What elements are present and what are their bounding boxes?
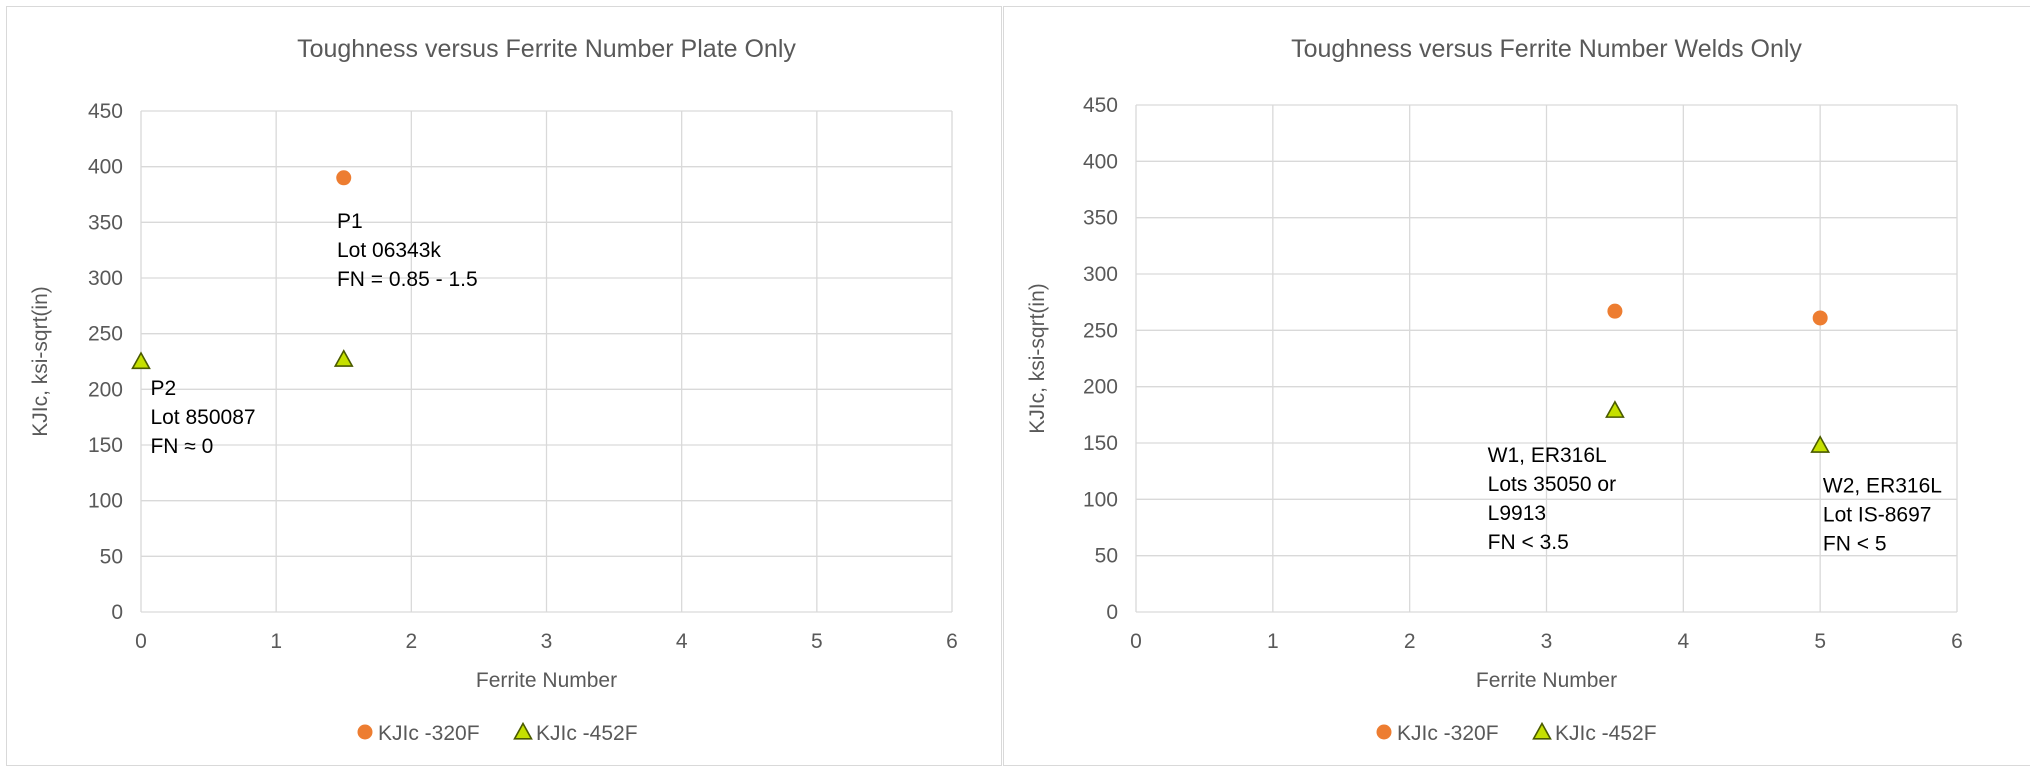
- annotation-line: FN < 3.5: [1488, 531, 1569, 554]
- legend-marker: [357, 724, 373, 740]
- data-point-triangle: [131, 351, 151, 370]
- y-tick-label: 300: [1083, 263, 1118, 286]
- y-tick-label: 200: [88, 378, 123, 401]
- y-tick-label: 0: [111, 601, 123, 624]
- annotation-line: FN ≈ 0: [150, 435, 213, 458]
- data-point-circle: [1607, 303, 1623, 319]
- x-tick-label: 5: [811, 630, 823, 653]
- y-tick-label: 150: [88, 434, 123, 457]
- legend-marker: [1532, 721, 1552, 740]
- y-tick-label: 100: [88, 490, 123, 513]
- x-axis-label: Ferrite Number: [476, 669, 617, 692]
- annotation-line: W2, ER316L: [1823, 475, 1942, 498]
- data-point-circle: [336, 170, 352, 186]
- welds-chart: Toughness versus Ferrite Number Welds On…: [1026, 35, 1963, 745]
- x-tick-label: 1: [1267, 630, 1279, 653]
- annotation-line: Lot IS-8697: [1823, 504, 1932, 527]
- x-tick-label: 2: [405, 630, 417, 653]
- legend-label: KJIc -320F: [1397, 722, 1499, 745]
- data-point-triangle: [333, 349, 354, 367]
- legend-marker: [1376, 724, 1392, 740]
- x-axis-label: Ferrite Number: [1476, 669, 1617, 692]
- x-tick-label: 0: [1130, 630, 1142, 653]
- chart-title: Toughness versus Ferrite Number Plate On…: [297, 35, 796, 63]
- x-tick-label: 5: [1814, 630, 1826, 653]
- x-tick-label: 3: [541, 630, 553, 653]
- x-tick-label: 0: [135, 630, 147, 653]
- x-tick-label: 3: [1541, 630, 1553, 653]
- y-tick-label: 350: [1083, 207, 1118, 230]
- data-point-triangle: [1810, 435, 1831, 453]
- y-axis-label: KJIc, ksi-sqrt(in): [1026, 283, 1049, 434]
- chart-panel-welds: Toughness versus Ferrite Number Welds On…: [1003, 6, 2030, 766]
- x-tick-label: 4: [676, 630, 688, 653]
- y-tick-label: 350: [88, 211, 123, 234]
- y-axis-label: KJIc, ksi-sqrt(in): [29, 286, 52, 437]
- y-tick-label: 100: [1083, 488, 1118, 511]
- y-tick-label: 150: [1083, 432, 1118, 455]
- legend-label: KJIc -320F: [378, 722, 480, 745]
- annotation-line: W1, ER316L: [1488, 444, 1607, 467]
- annotation-line: FN < 5: [1823, 533, 1887, 556]
- plate-chart: Toughness versus Ferrite Number Plate On…: [29, 35, 958, 745]
- y-tick-label: 400: [1083, 150, 1118, 173]
- y-tick-label: 0: [1106, 601, 1118, 624]
- annotation-line: L9913: [1488, 502, 1546, 525]
- y-tick-label: 200: [1083, 376, 1118, 399]
- legend-marker: [513, 721, 533, 740]
- annotation-line: P1: [337, 210, 363, 233]
- legend-label: KJIc -452F: [1555, 722, 1657, 745]
- data-point-triangle: [1605, 400, 1625, 418]
- x-tick-label: 4: [1677, 630, 1689, 653]
- annotation-line: Lot 06343k: [337, 239, 441, 262]
- chart-panel-plate: Toughness versus Ferrite Number Plate On…: [6, 6, 1002, 766]
- data-point-circle: [1812, 310, 1828, 326]
- annotation-line: Lot 850087: [150, 406, 255, 429]
- legend-label: KJIc -452F: [536, 722, 638, 745]
- y-tick-label: 250: [1083, 319, 1118, 342]
- x-tick-label: 6: [1951, 630, 1963, 653]
- y-tick-label: 400: [88, 156, 123, 179]
- x-tick-label: 1: [270, 630, 282, 653]
- chart-title: Toughness versus Ferrite Number Welds On…: [1291, 35, 1802, 63]
- annotation-line: P2: [150, 377, 176, 400]
- y-tick-label: 50: [1095, 545, 1118, 568]
- y-tick-label: 50: [100, 545, 123, 568]
- x-tick-label: 2: [1404, 630, 1416, 653]
- annotation-line: Lots 35050 or: [1488, 473, 1616, 496]
- annotation-line: FN = 0.85 - 1.5: [337, 268, 478, 291]
- y-tick-label: 300: [88, 267, 123, 290]
- y-tick-label: 250: [88, 323, 123, 346]
- y-tick-label: 450: [88, 100, 123, 123]
- y-tick-label: 450: [1083, 94, 1118, 117]
- x-tick-label: 6: [946, 630, 958, 653]
